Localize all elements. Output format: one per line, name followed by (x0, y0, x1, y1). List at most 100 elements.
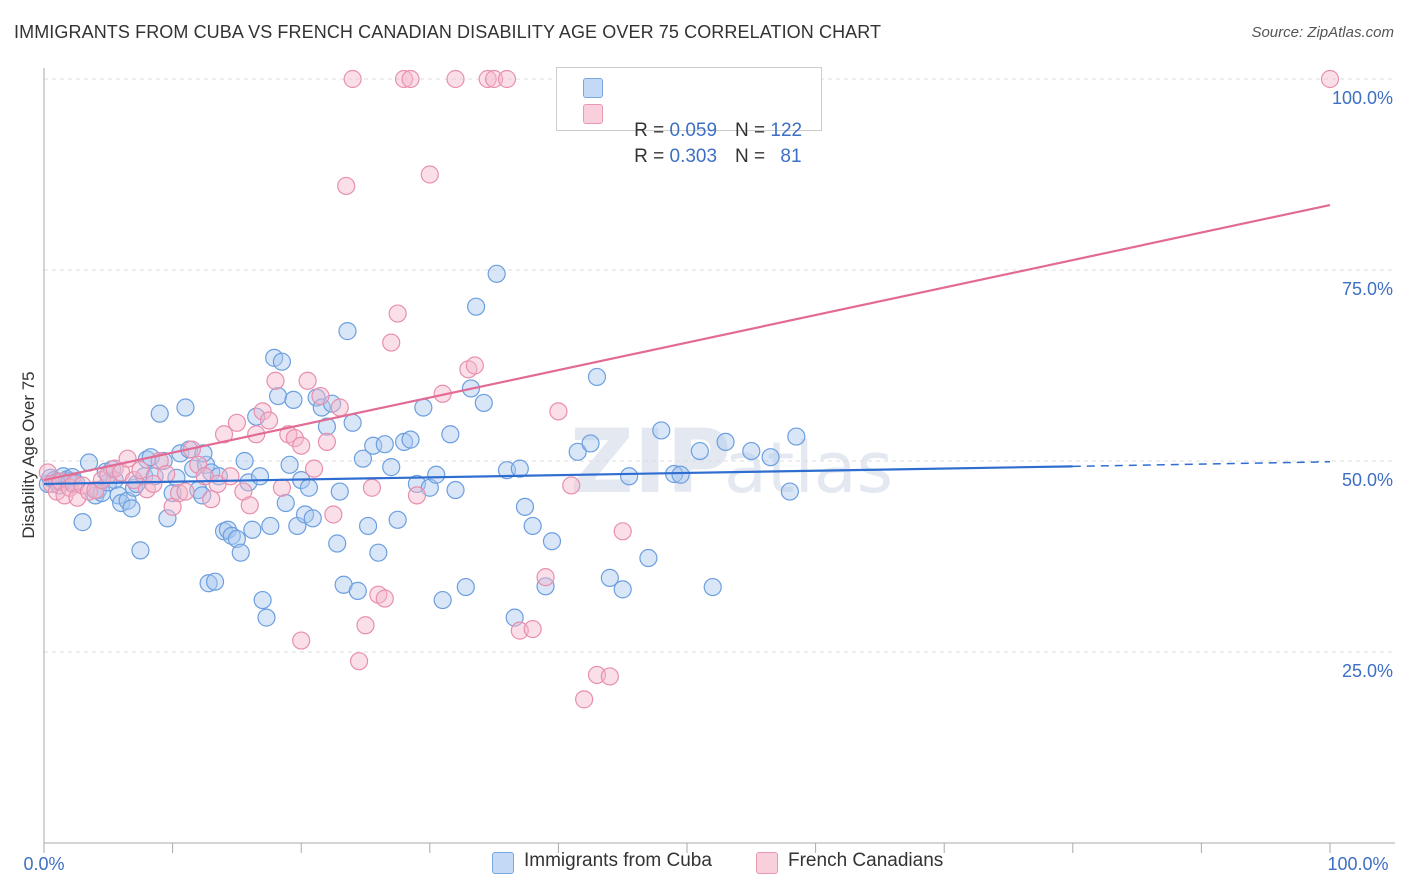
trend-line-cuba (43, 465, 1073, 486)
x-tick-label: 0.0% (23, 854, 64, 874)
point-cuba (401, 430, 420, 449)
bottom-legend-cuba: Immigrants from Cuba (524, 850, 712, 871)
point-cuba (427, 465, 446, 484)
point-french-canadian (446, 69, 465, 89)
legend-swatch-cuba (583, 78, 603, 98)
point-cuba (441, 425, 460, 444)
point-french-canadian (420, 165, 439, 184)
point-cuba (639, 548, 658, 568)
point-cuba (474, 393, 493, 413)
point-cuba (222, 526, 241, 545)
point-cuba (261, 516, 280, 536)
legend-row-cuba: R = 0.059 N = 122 (583, 76, 802, 141)
legend-n-value: 122 (770, 120, 803, 141)
point-french-canadian (1320, 69, 1340, 89)
point-cuba (227, 529, 246, 549)
point-cuba (328, 534, 347, 553)
point-cuba (787, 427, 806, 446)
point-cuba (466, 297, 486, 316)
point-french-canadian (221, 467, 240, 486)
point-french-canadian (382, 333, 401, 352)
point-french-canadian (407, 486, 427, 505)
trend-lines (43, 203, 1331, 486)
point-cuba (433, 590, 452, 610)
point-french-canadian (304, 459, 324, 478)
point-cuba (761, 448, 780, 467)
point-cuba (243, 520, 262, 539)
point-french-canadian (38, 463, 57, 482)
point-cuba (235, 451, 254, 471)
correlation-legend: R = 0.059 N = 122 R = 0.303 N = 81 (556, 67, 822, 167)
point-french-canadian (86, 480, 105, 500)
point-french-canadian (465, 356, 484, 375)
point-french-canadian (266, 371, 285, 390)
point-cuba (299, 478, 319, 497)
point-cuba (194, 444, 213, 463)
point-cuba (358, 516, 378, 536)
point-cuba (568, 442, 587, 461)
point-french-canadian (497, 69, 517, 89)
point-french-canadian (523, 619, 542, 639)
point-french-canadian (259, 411, 279, 430)
point-french-canadian (272, 478, 292, 497)
legend-swatch-french (583, 104, 603, 124)
point-cuba (348, 581, 367, 600)
point-french-canadian (485, 69, 504, 89)
point-cuba (671, 465, 690, 484)
point-cuba (122, 499, 141, 518)
point-french-canadian (536, 568, 555, 587)
point-cuba (253, 590, 272, 610)
point-cuba (276, 493, 295, 513)
point-cuba (353, 449, 373, 468)
legend-n-value: 81 (780, 146, 802, 167)
point-french-canadian (575, 690, 594, 709)
point-french-canadian (253, 402, 272, 421)
point-cuba (523, 516, 542, 536)
point-cuba (239, 473, 258, 492)
point-french-canadian (478, 69, 497, 89)
point-cuba (317, 417, 337, 436)
point-french-canadian (394, 69, 414, 89)
point-cuba (199, 574, 218, 593)
point-cuba (581, 434, 600, 453)
point-cuba (446, 480, 465, 500)
point-cuba (613, 580, 632, 599)
legend-r-value: 0.303 (669, 146, 718, 167)
point-cuba (73, 513, 92, 532)
trend-line-french-canadian (43, 203, 1331, 482)
point-french-canadian (176, 482, 195, 501)
point-cuba (716, 432, 735, 451)
point-french-canadian (169, 483, 189, 503)
point-cuba (542, 532, 562, 551)
point-french-canadian (356, 616, 375, 635)
point-french-canadian (330, 398, 349, 417)
point-cuba (284, 390, 303, 409)
point-french-canadian (388, 304, 407, 323)
point-french-canadian (157, 464, 176, 484)
point-cuba (414, 398, 433, 417)
point-cuba (158, 509, 177, 528)
bottom-legend-swatch-cuba (492, 852, 514, 874)
axes (43, 68, 1395, 853)
point-cuba (456, 577, 475, 597)
point-cuba (620, 467, 639, 486)
point-french-canadian (144, 474, 163, 494)
point-cuba (510, 459, 529, 478)
chart-title: IMMIGRANTS FROM CUBA VS FRENCH CANADIAN … (14, 22, 882, 42)
point-french-canadian (337, 176, 356, 196)
point-cuba (487, 264, 506, 283)
point-french-canadian (298, 371, 317, 390)
point-french-canadian (131, 461, 150, 480)
point-french-canadian (189, 455, 208, 474)
point-cuba (343, 413, 362, 432)
point-cuba (515, 497, 535, 516)
y-tick-label: 100.0% (1332, 88, 1393, 108)
watermark-text: atlas (724, 427, 893, 509)
point-cuba (338, 322, 357, 341)
point-french-canadian (202, 490, 221, 509)
point-french-canadian (362, 478, 382, 497)
legend-n-label: N = (735, 120, 771, 141)
legend-r-value: 0.059 (669, 120, 718, 141)
point-cuba (536, 577, 555, 596)
